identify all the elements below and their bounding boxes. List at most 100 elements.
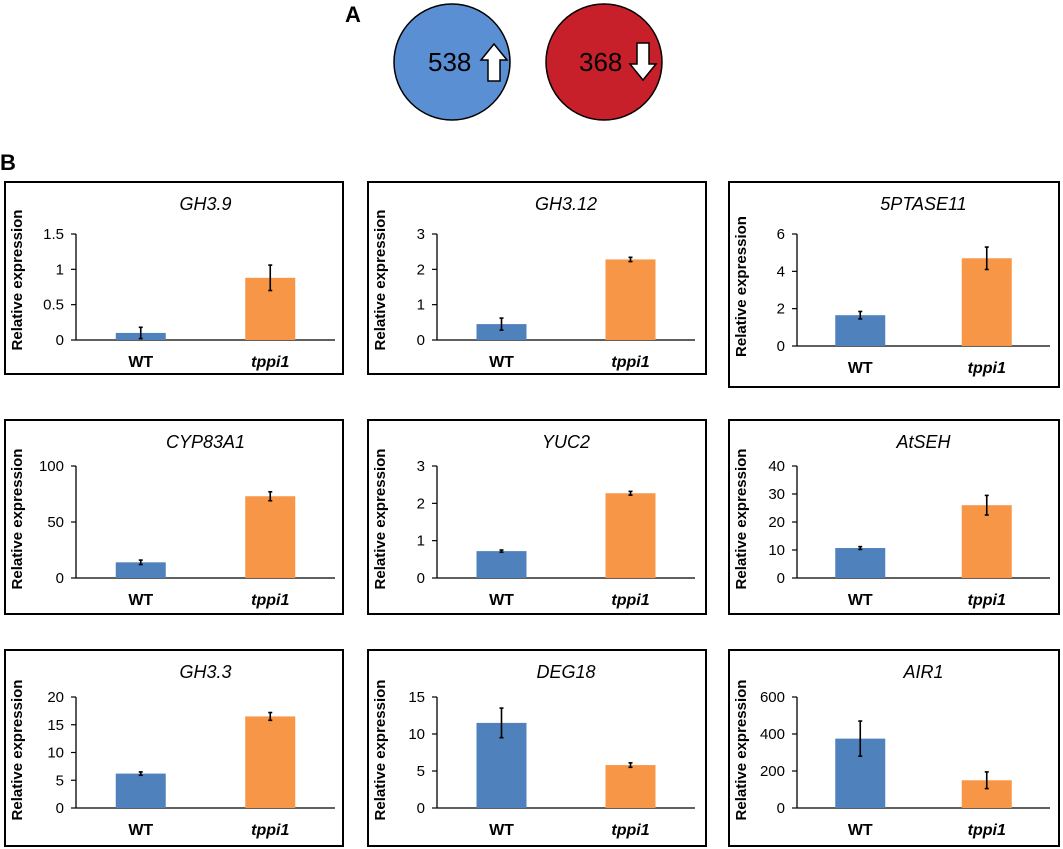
bar-wt	[115, 773, 166, 808]
y-tick-label: 0	[777, 570, 785, 587]
chart-5ptase11: 5PTASE11 Relative expression 0 2 4 6 WT tppi1	[728, 181, 1060, 388]
y-tick-label: 6	[777, 226, 785, 243]
bar-wt	[835, 315, 886, 346]
y-tick-label: 1	[56, 261, 64, 278]
venn-down-regulated: 368	[545, 3, 663, 121]
y-axis-label: Relative expression	[733, 680, 750, 821]
y-axis-label: Relative expression	[372, 680, 389, 821]
x-category-label: WT	[128, 354, 153, 371]
y-tick-label: 10	[47, 745, 64, 762]
x-category-label: WT	[489, 822, 514, 839]
y-tick-label: 0	[777, 800, 785, 817]
bar-tppi1	[245, 496, 296, 578]
x-category-label: tppi1	[611, 822, 649, 839]
y-axis-label: Relative expression	[9, 210, 26, 351]
bar-tppi1	[605, 493, 656, 578]
arrow-up-icon	[479, 42, 509, 82]
chart-gh3-12: GH3.12 Relative expression 0 1 2 3 WT tppi1	[367, 181, 707, 375]
y-tick-label: 0	[56, 570, 64, 587]
bar-tppi1	[961, 505, 1012, 578]
y-tick-label: 1	[417, 533, 425, 550]
chart-title: CYP83A1	[166, 432, 245, 452]
y-tick-label: 200	[760, 763, 785, 780]
y-tick-label: 100	[39, 458, 64, 475]
venn-down-circle	[545, 3, 663, 121]
panel-b-charts: GH3.9 Relative expression 0 0.5 1 1.5 WT tppi1 G…	[4, 181, 1060, 847]
chart-gh3-9: GH3.9 Relative expression 0 0.5 1 1.5 WT tppi1	[4, 181, 344, 375]
y-tick-label: 1.5	[43, 226, 64, 243]
y-axis-label: Relative expression	[9, 449, 26, 590]
y-tick-label: 5	[417, 763, 425, 780]
x-category-label: WT	[489, 592, 514, 609]
chart-title: YUC2	[542, 432, 590, 452]
x-category-label: tppi1	[968, 592, 1006, 609]
x-category-label: tppi1	[611, 354, 649, 371]
venn-up-regulated: 538	[393, 3, 511, 121]
y-tick-label: 5	[56, 772, 64, 789]
y-tick-label: 0	[56, 800, 64, 817]
y-axis-label: Relative expression	[733, 449, 750, 590]
y-tick-label: 40	[768, 458, 785, 475]
y-tick-label: 1	[417, 297, 425, 314]
y-tick-label: 20	[768, 514, 785, 531]
y-tick-label: 10	[768, 542, 785, 559]
chart-air1: AIR1 Relative expression 0 200 400 600 WT tppi1	[728, 649, 1060, 847]
y-tick-label: 0	[417, 570, 425, 587]
x-category-label: WT	[128, 822, 153, 839]
x-category-label: WT	[848, 360, 873, 377]
y-tick-label: 2	[417, 495, 425, 512]
x-category-label: tppi1	[968, 822, 1006, 839]
y-tick-label: 0	[777, 338, 785, 355]
y-tick-label: 2	[777, 301, 785, 318]
bar-wt	[835, 548, 886, 578]
y-axis-label: Relative expression	[9, 680, 26, 821]
y-tick-label: 600	[760, 689, 785, 706]
y-tick-label: 20	[47, 689, 64, 706]
y-tick-label: 30	[768, 486, 785, 503]
panel-a-label: A	[345, 2, 361, 27]
bar-wt	[476, 324, 527, 340]
bar-tppi1	[605, 765, 656, 808]
y-tick-label: 0	[417, 800, 425, 817]
x-category-label: tppi1	[611, 592, 649, 609]
y-tick-label: 10	[408, 726, 425, 743]
chart-title: GH3.3	[179, 662, 231, 682]
y-axis-label: Relative expression	[372, 210, 389, 351]
panel-b-label: B	[0, 150, 16, 175]
bar-tppi1	[605, 259, 656, 340]
bar-tppi1	[245, 716, 296, 808]
y-tick-label: 0.5	[43, 297, 64, 314]
y-tick-label: 2	[417, 261, 425, 278]
chart-title: GH3.9	[179, 194, 231, 214]
chart-gh3-3: GH3.3 Relative expression 0 5 10 15 20 WT tppi1	[4, 649, 344, 847]
arrow-down-icon	[628, 42, 658, 82]
chart-frame	[367, 649, 707, 847]
y-axis-label: Relative expression	[733, 216, 750, 357]
venn-down-count: 368	[579, 47, 622, 77]
x-category-label: tppi1	[968, 360, 1006, 377]
bar-tppi1	[961, 258, 1012, 346]
x-category-label: WT	[848, 822, 873, 839]
y-axis-label: Relative expression	[372, 449, 389, 590]
chart-cyp83a1: CYP83A1 Relative expression 0 50 100 WT tppi1	[4, 419, 344, 615]
bar-wt	[476, 551, 527, 578]
x-category-label: WT	[489, 354, 514, 371]
x-category-label: WT	[128, 592, 153, 609]
chart-title: DEG18	[536, 662, 595, 682]
y-tick-label: 0	[56, 332, 64, 349]
y-tick-label: 3	[417, 458, 425, 475]
chart-title: AtSEH	[895, 432, 951, 452]
chart-title: AIR1	[902, 662, 943, 682]
chart-deg18: DEG18 Relative expression 0 5 10 15 WT tppi1	[367, 649, 707, 847]
bar-wt	[115, 562, 166, 578]
y-tick-label: 400	[760, 726, 785, 743]
y-tick-label: 0	[417, 332, 425, 349]
venn-up-count: 538	[428, 47, 471, 77]
y-tick-label: 3	[417, 226, 425, 243]
x-category-label: WT	[848, 592, 873, 609]
chart-frame	[728, 419, 1060, 615]
chart-frame	[728, 649, 1060, 847]
x-category-label: tppi1	[251, 822, 289, 839]
venn-up-circle	[393, 3, 511, 121]
